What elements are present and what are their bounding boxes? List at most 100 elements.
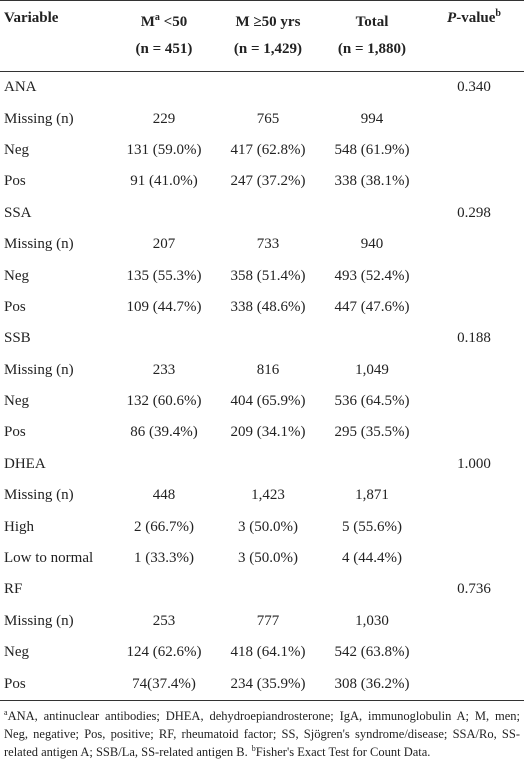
empty-cell <box>424 229 524 260</box>
cell: 3 (50.0%) <box>238 550 298 567</box>
cell: 5 (55.6%) <box>342 518 402 535</box>
header-subtext: (n = 1,880) <box>337 41 407 57</box>
footnote-mark: b <box>495 8 501 19</box>
cell: 132 (60.6%) <box>126 393 202 410</box>
cell: 86 (39.4%) <box>130 424 198 441</box>
data-row: Missing (n) 229 765 994 <box>0 103 524 134</box>
row-label: Missing (n) <box>4 110 74 127</box>
empty-cell <box>424 480 524 511</box>
cell: 124 (62.6%) <box>126 644 202 661</box>
group-name: SSA <box>4 204 32 221</box>
p-value: 0.298 <box>457 204 491 221</box>
group-name: ANA <box>4 79 37 96</box>
group-row: SSA 0.298 <box>0 198 524 229</box>
empty-cell <box>112 449 424 480</box>
row-label: Neg <box>4 141 29 158</box>
cell: 493 (52.4%) <box>334 267 410 284</box>
cell: 233 <box>152 361 176 378</box>
header-subtext: (n = 1,429) <box>233 41 303 57</box>
cell: 247 (37.2%) <box>230 173 306 190</box>
empty-cell <box>424 103 524 134</box>
row-label: Neg <box>4 644 29 661</box>
row-label: Low to normal <box>4 550 94 567</box>
header-text: -value <box>456 10 496 26</box>
row-label: Missing (n) <box>4 612 74 629</box>
header-text: M <box>140 14 155 30</box>
data-table: Variable Ma <50 (n = 451) M ≥50 yrs (n = 1… <box>0 0 524 701</box>
data-row: Pos 74(37.4%) 234 (35.9%) 308 (36.2%) <box>0 668 524 700</box>
group-name: RF <box>4 581 23 598</box>
header-text: Variable <box>4 10 59 26</box>
empty-cell <box>424 135 524 166</box>
cell: 308 (36.2%) <box>334 675 410 692</box>
data-row: Neg 131 (59.0%) 417 (62.8%) 548 (61.9%) <box>0 135 524 166</box>
cell: 940 <box>360 236 384 253</box>
cell: 448 <box>152 487 176 504</box>
cell: 1,030 <box>355 612 389 629</box>
header-text: <50 <box>159 14 188 30</box>
cell: 3 (50.0%) <box>238 518 298 535</box>
footnote-mark: a <box>154 12 160 23</box>
empty-cell <box>424 668 524 700</box>
row-label: Pos <box>4 298 26 315</box>
cell: 1,423 <box>251 487 285 504</box>
header-text: Total <box>355 14 389 30</box>
cell: 542 (63.8%) <box>334 644 410 661</box>
footnote-mark: b <box>251 743 256 753</box>
row-label: Neg <box>4 393 29 410</box>
data-row: Neg 132 (60.6%) 404 (65.9%) 536 (64.5%) <box>0 386 524 417</box>
row-label: Pos <box>4 424 26 441</box>
p-value: 0.188 <box>457 330 491 347</box>
cell: 816 <box>256 361 280 378</box>
cell: 765 <box>256 110 280 127</box>
header-row: Variable Ma <50 (n = 451) M ≥50 yrs (n = 1… <box>0 0 524 72</box>
data-row: High 2 (66.7%) 3 (50.0%) 5 (55.6%) <box>0 511 524 542</box>
group-name: SSB <box>4 330 31 347</box>
row-label: Pos <box>4 675 26 692</box>
cell: 253 <box>152 612 176 629</box>
cell: 358 (51.4%) <box>230 267 306 284</box>
empty-cell <box>424 606 524 637</box>
cell: 131 (59.0%) <box>126 141 202 158</box>
cell: 207 <box>152 236 176 253</box>
cell: 229 <box>152 110 176 127</box>
cell: 295 (35.5%) <box>334 424 410 441</box>
cell: 234 (35.9%) <box>230 675 306 692</box>
cell: 536 (64.5%) <box>334 393 410 410</box>
header-subtext: (n = 451) <box>135 41 193 57</box>
cell: 418 (64.1%) <box>230 644 306 661</box>
group-name: DHEA <box>4 455 46 472</box>
empty-cell <box>424 166 524 197</box>
cell: 417 (62.8%) <box>230 141 306 158</box>
empty-cell <box>424 543 524 574</box>
group-row: RF 0.736 <box>0 574 524 605</box>
cell: 135 (55.3%) <box>126 267 202 284</box>
p-value: 1.000 <box>457 455 491 472</box>
header-cell: Ma <50 (n = 451) <box>112 0 216 72</box>
cell: 109 (44.7%) <box>126 298 202 315</box>
cell: 1,049 <box>355 361 389 378</box>
data-row: Missing (n) 207 733 940 <box>0 229 524 260</box>
group-row: DHEA 1.000 <box>0 449 524 480</box>
empty-cell <box>424 417 524 448</box>
header-cell: P-valueb <box>424 0 524 72</box>
cell: 994 <box>360 110 384 127</box>
data-row: Missing (n) 233 816 1,049 <box>0 355 524 386</box>
cell: 338 (38.1%) <box>334 173 410 190</box>
cell: 2 (66.7%) <box>134 518 194 535</box>
cell: 548 (61.9%) <box>334 141 410 158</box>
row-label: Pos <box>4 173 26 190</box>
header-cell: Variable <box>0 0 112 72</box>
data-row: Pos 109 (44.7%) 338 (48.6%) 447 (47.6%) <box>0 292 524 323</box>
cell: 209 (34.1%) <box>230 424 306 441</box>
footnote-text: Fisher's Exact Test for Count Data. <box>255 744 431 759</box>
empty-cell <box>112 323 424 354</box>
table-header: Variable Ma <50 (n = 451) M ≥50 yrs (n = 1… <box>0 0 524 72</box>
empty-cell <box>424 386 524 417</box>
row-label: Missing (n) <box>4 487 74 504</box>
row-label: Missing (n) <box>4 236 74 253</box>
empty-cell <box>424 637 524 668</box>
header-text: M ≥50 yrs <box>235 14 301 30</box>
empty-cell <box>112 198 424 229</box>
